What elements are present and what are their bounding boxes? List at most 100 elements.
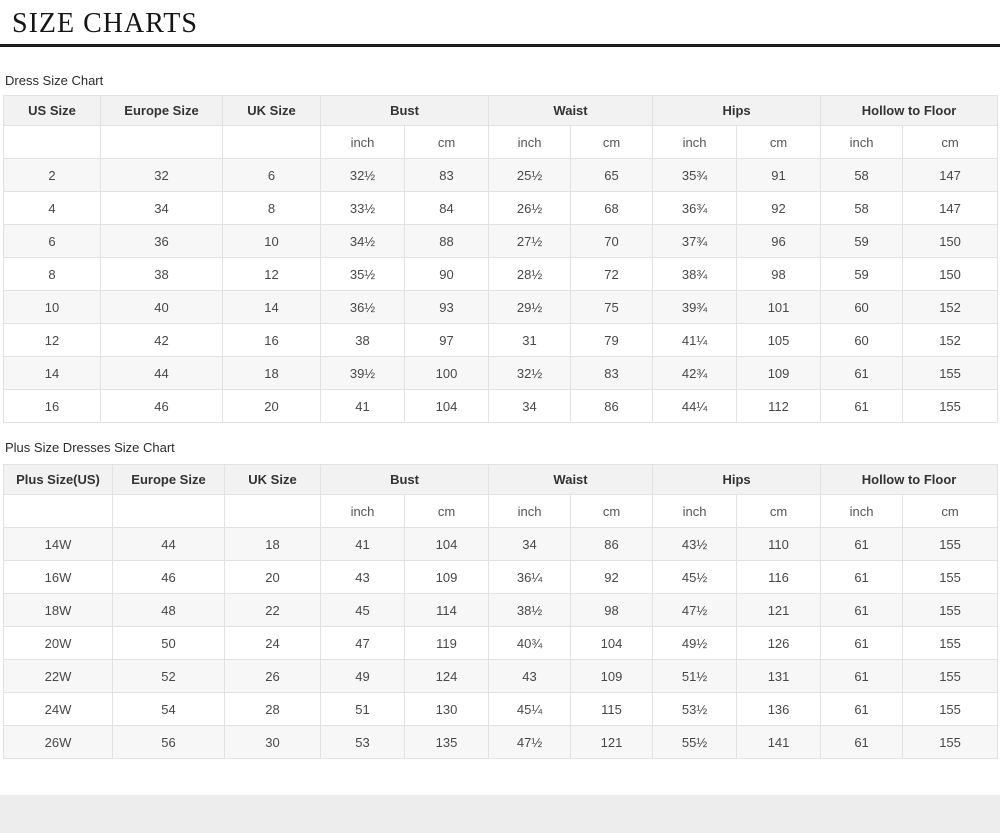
- unit-header: cm: [902, 494, 999, 528]
- table-cell: 14: [222, 290, 321, 324]
- table-row: 16W 46 20 43 109 36¼ 92 45½ 116 61 155: [3, 560, 999, 594]
- table-cell: 105: [736, 323, 822, 357]
- table-cell: 155: [902, 389, 999, 423]
- table-cell: 35½: [320, 257, 405, 291]
- table-cell: 34½: [320, 224, 405, 258]
- table-cell: 32½: [320, 158, 405, 192]
- table-cell: 6: [3, 224, 101, 258]
- table-cell: 34: [488, 389, 572, 423]
- table-cell: 54: [112, 692, 225, 726]
- table-cell: 47½: [488, 725, 572, 759]
- table-cell: 51½: [652, 659, 738, 693]
- table-cell: 53: [320, 725, 405, 759]
- table-row: 2 32 6 32½ 83 25½ 65 35¾ 91 58 147: [3, 158, 999, 192]
- table-cell: 38: [320, 323, 405, 357]
- column-header: UK Size: [224, 464, 321, 495]
- table-cell: 49: [320, 659, 405, 693]
- table-cell: 24: [224, 626, 321, 660]
- table-cell: 20: [224, 560, 321, 594]
- title-divider: [0, 44, 1000, 47]
- table-cell: 61: [820, 659, 904, 693]
- unit-header: cm: [403, 494, 490, 528]
- plus-size-table: Plus Size(US) Europe Size UK Size Bust Waist…: [3, 464, 999, 759]
- table-cell: 147: [902, 158, 999, 192]
- table-cell: 109: [570, 659, 654, 693]
- table-cell: 20: [222, 389, 321, 423]
- table-cell: 86: [570, 527, 654, 561]
- column-header: UK Size: [222, 95, 321, 126]
- table-cell: 16: [3, 389, 101, 423]
- table-cell: 48: [112, 593, 225, 627]
- unit-header: cm: [902, 125, 999, 159]
- table-cell: 20W: [3, 626, 113, 660]
- table-cell: 45: [320, 593, 405, 627]
- unit-header: inch: [488, 494, 572, 528]
- table-cell: 26: [224, 659, 321, 693]
- table-row: 18W 48 22 45 114 38½ 98 47½ 121 61 155: [3, 593, 999, 627]
- unit-header: inch: [652, 494, 738, 528]
- table-cell: 109: [736, 356, 822, 390]
- column-header: Hips: [652, 464, 822, 495]
- table-cell: 10: [222, 224, 321, 258]
- table-cell: 39¾: [652, 290, 738, 324]
- table-cell: 136: [736, 692, 822, 726]
- header-row: Plus Size(US) Europe Size UK Size Bust Waist…: [3, 464, 999, 495]
- table-cell: 42: [100, 323, 223, 357]
- table-cell: 26W: [3, 725, 113, 759]
- unit-header: inch: [820, 125, 904, 159]
- table-cell: 52: [112, 659, 225, 693]
- table-cell: 55½: [652, 725, 738, 759]
- table-row: 26W 56 30 53 135 47½ 121 55½ 141 61 155: [3, 725, 999, 759]
- table-cell: 14W: [3, 527, 113, 561]
- dress-chart-label: Dress Size Chart: [5, 73, 104, 88]
- unit-header-row: inch cm inch cm inch cm inch cm: [3, 125, 999, 159]
- table-cell: 98: [736, 257, 822, 291]
- table-cell: 141: [736, 725, 822, 759]
- table-cell: 33½: [320, 191, 405, 225]
- table-row: 24W 54 28 51 130 45¼ 115 53½ 136 61 155: [3, 692, 999, 726]
- table-cell: 110: [736, 527, 822, 561]
- column-header: Hips: [652, 95, 822, 126]
- unit-header-row: inch cm inch cm inch cm inch cm: [3, 494, 999, 528]
- table-cell: 91: [736, 158, 822, 192]
- table-cell: 104: [403, 527, 490, 561]
- table-cell: 155: [902, 626, 999, 660]
- table-cell: 45½: [652, 560, 738, 594]
- table-cell: 104: [403, 389, 490, 423]
- table-cell: 155: [902, 527, 999, 561]
- table-cell: 124: [403, 659, 490, 693]
- column-header: Plus Size(US): [3, 464, 113, 495]
- unit-header: cm: [570, 494, 654, 528]
- table-cell: 121: [736, 593, 822, 627]
- table-cell: 30: [224, 725, 321, 759]
- table-cell: 6: [222, 158, 321, 192]
- size-charts-page: SIZE CHARTS Dress Size Chart US Size Euro…: [0, 9, 1000, 833]
- table-cell: 112: [736, 389, 822, 423]
- column-header: Hollow to Floor: [820, 95, 999, 126]
- table-cell: 46: [112, 560, 225, 594]
- table-cell: 25½: [488, 158, 572, 192]
- table-cell: 22W: [3, 659, 113, 693]
- unit-header: cm: [736, 494, 822, 528]
- table-cell: 79: [570, 323, 654, 357]
- table-cell: 38¾: [652, 257, 738, 291]
- table-row: 20W 50 24 47 119 40¾ 104 49½ 126 61 155: [3, 626, 999, 660]
- table-cell: 61: [820, 527, 904, 561]
- table-cell: 12: [222, 257, 321, 291]
- table-cell: 60: [820, 290, 904, 324]
- table-cell: 135: [403, 725, 490, 759]
- table-cell: 86: [570, 389, 654, 423]
- table-cell: 83: [570, 356, 654, 390]
- table-cell: 38½: [488, 593, 572, 627]
- column-header: Europe Size: [100, 95, 223, 126]
- table-cell: 70: [570, 224, 654, 258]
- table-cell: 60: [820, 323, 904, 357]
- column-header: Bust: [319, 464, 490, 495]
- column-header: Waist: [488, 95, 654, 126]
- table-cell: 24W: [3, 692, 113, 726]
- table-cell: 96: [736, 224, 822, 258]
- table-cell: 61: [820, 692, 904, 726]
- unit-header: cm: [736, 125, 822, 159]
- table-cell: 98: [570, 593, 654, 627]
- table-cell: 61: [820, 560, 904, 594]
